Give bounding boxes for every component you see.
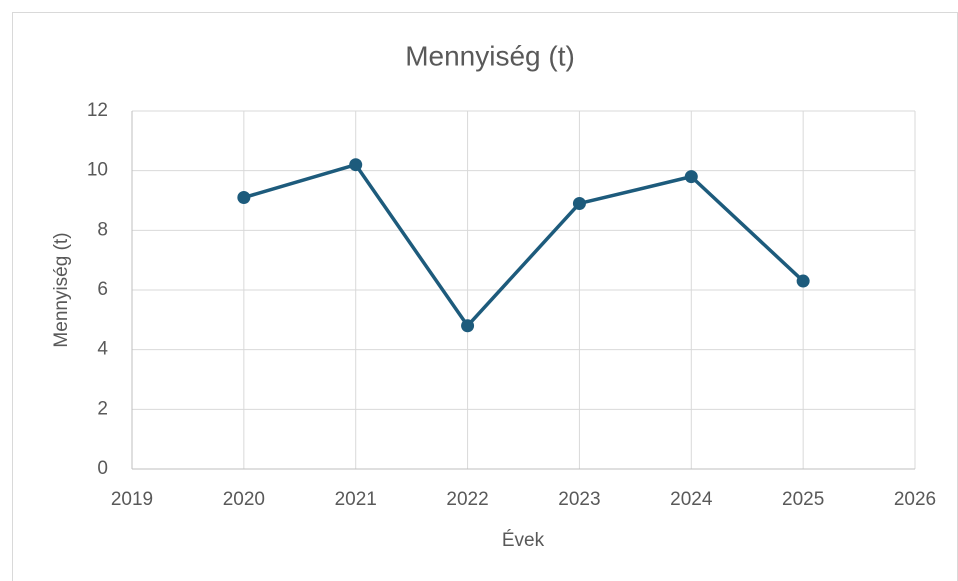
x-tick-label: 2024 [670, 489, 713, 510]
x-tick-label: 2026 [894, 489, 936, 510]
data-point [684, 170, 698, 184]
x-tick-label: 2023 [558, 489, 600, 510]
x-tick-label: 2020 [223, 489, 265, 510]
x-tick-label: 2025 [782, 489, 824, 510]
x-tick-label: 2022 [446, 489, 488, 510]
x-tick-label: 2021 [335, 489, 377, 510]
x-tick-label: 2019 [111, 489, 153, 510]
chart-title: Mennyiség (t) [405, 40, 575, 71]
data-point [796, 274, 810, 288]
y-tick-label: 2 [97, 398, 108, 419]
y-tick-label: 8 [97, 219, 108, 240]
x-axis-label: Évek [502, 530, 545, 551]
y-tick-label: 6 [97, 279, 108, 300]
chart-border [12, 12, 958, 581]
data-point [349, 158, 363, 172]
data-line [243, 162, 805, 328]
y-axis-label: Mennyiség (t) [51, 232, 72, 347]
data-point [461, 319, 475, 333]
y-tick-label: 10 [87, 160, 108, 181]
data-point [237, 191, 251, 205]
y-tick-label: 12 [87, 100, 108, 121]
y-tick-label: 0 [97, 458, 108, 479]
y-tick-label: 4 [97, 339, 108, 360]
data-point [572, 196, 586, 210]
